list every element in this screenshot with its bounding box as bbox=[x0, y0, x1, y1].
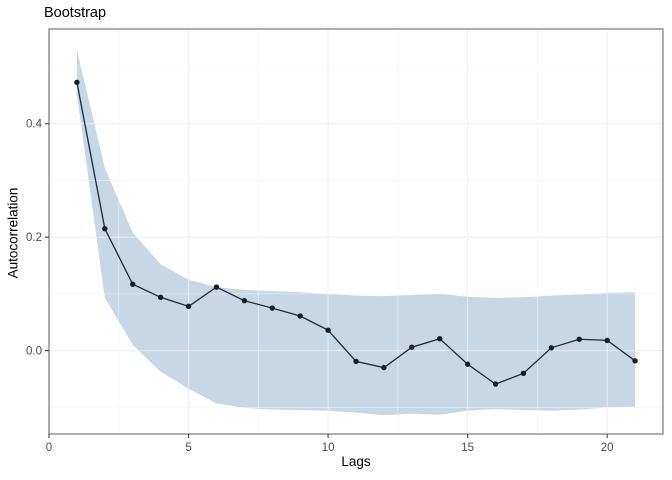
chart-title: Bootstrap bbox=[44, 5, 107, 21]
x-tick-label: 15 bbox=[461, 442, 474, 454]
acf-point bbox=[409, 344, 415, 350]
acf-point bbox=[464, 361, 471, 367]
acf-point bbox=[213, 284, 220, 290]
acf-point bbox=[102, 225, 108, 232]
acf-point bbox=[185, 303, 192, 310]
acf-point bbox=[437, 336, 443, 342]
acf-point bbox=[632, 358, 638, 364]
acf-point bbox=[353, 358, 359, 365]
panel-border bbox=[48, 28, 664, 435]
acf-point bbox=[269, 305, 275, 311]
acf-point bbox=[325, 327, 331, 333]
acf-point bbox=[548, 345, 555, 351]
x-axis-title: Lags bbox=[341, 454, 371, 469]
acf-point bbox=[241, 298, 248, 304]
acf-point bbox=[520, 370, 527, 377]
x-tick-label: 10 bbox=[322, 442, 335, 454]
acf-point bbox=[492, 381, 499, 387]
y-tick-label: 0.2 bbox=[26, 232, 42, 244]
x-tick-label: 0 bbox=[46, 442, 52, 454]
x-tick-label: 5 bbox=[185, 442, 191, 454]
acf-point bbox=[297, 313, 303, 319]
y-tick-label: 0.0 bbox=[26, 346, 42, 358]
acf-point bbox=[381, 364, 387, 371]
acf-point bbox=[604, 337, 610, 344]
acf-point bbox=[74, 79, 80, 86]
acf-point bbox=[576, 336, 582, 342]
x-tick-label: 20 bbox=[601, 442, 614, 454]
y-tick-label: 0.4 bbox=[26, 119, 43, 131]
acf-point bbox=[130, 281, 136, 287]
acf-point bbox=[157, 294, 164, 300]
confidence-ribbon bbox=[76, 49, 636, 416]
